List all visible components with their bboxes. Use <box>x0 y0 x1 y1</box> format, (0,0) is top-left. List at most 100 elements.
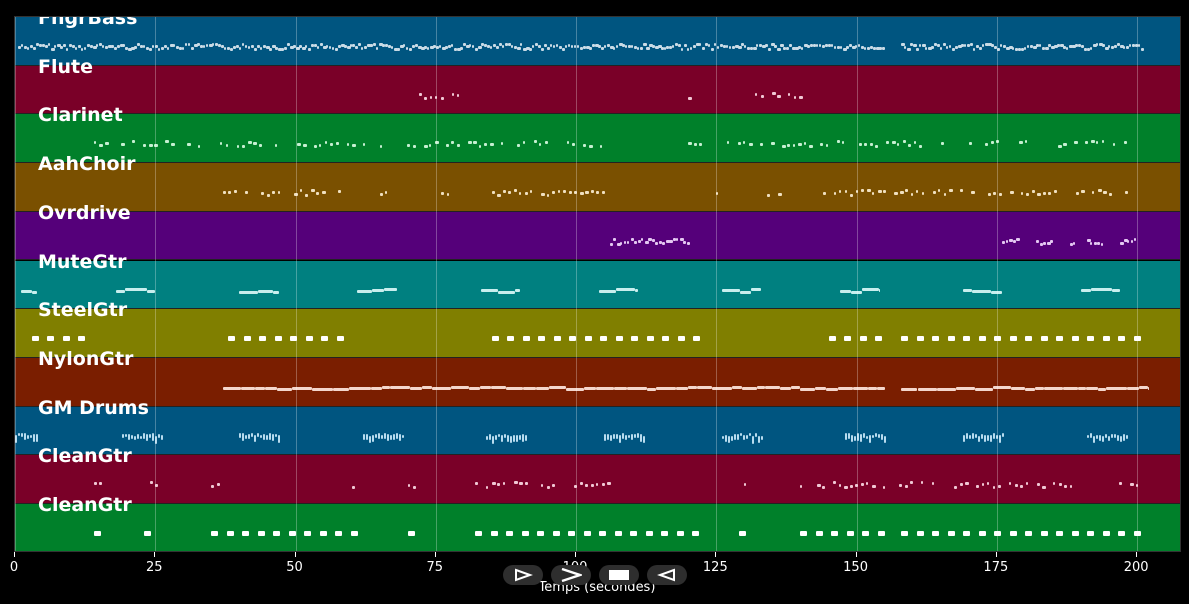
note <box>467 141 472 145</box>
note <box>746 47 750 50</box>
note <box>910 481 914 485</box>
note <box>148 48 152 51</box>
note <box>1091 287 1113 291</box>
note <box>1104 433 1107 438</box>
note <box>971 191 976 195</box>
play-button[interactable] <box>503 565 543 585</box>
note <box>145 433 148 441</box>
track-label: Clarinet <box>38 104 123 127</box>
grid-line <box>155 17 157 551</box>
note <box>776 48 781 51</box>
note <box>583 144 587 148</box>
note <box>881 433 884 440</box>
note <box>1027 45 1030 48</box>
note <box>157 48 160 51</box>
note <box>423 145 428 149</box>
note <box>656 386 677 390</box>
note <box>1063 386 1078 390</box>
note <box>375 47 378 50</box>
track-cleangtr-10 <box>15 504 1180 551</box>
note <box>854 45 857 48</box>
note <box>585 191 590 195</box>
note <box>335 531 343 536</box>
note <box>386 433 389 441</box>
note <box>257 432 260 437</box>
note <box>253 142 258 146</box>
note <box>692 45 696 48</box>
note <box>660 47 664 50</box>
note <box>533 140 537 144</box>
note <box>854 435 857 441</box>
note <box>844 190 847 194</box>
grid-line <box>15 17 16 551</box>
note <box>489 143 494 147</box>
note <box>800 531 808 536</box>
forward-button[interactable] <box>551 565 591 585</box>
note <box>127 433 130 440</box>
note <box>500 142 503 146</box>
note <box>833 46 836 49</box>
note <box>1090 140 1095 144</box>
note <box>1035 386 1044 390</box>
note <box>89 45 93 48</box>
note <box>244 191 248 195</box>
note <box>803 142 806 146</box>
note <box>958 45 963 48</box>
note <box>916 531 924 536</box>
note <box>1126 46 1130 49</box>
note <box>477 46 482 49</box>
note <box>862 531 870 536</box>
note <box>1036 44 1040 47</box>
note <box>949 189 954 193</box>
note <box>1075 44 1079 47</box>
rewind-button[interactable] <box>647 565 687 585</box>
note <box>637 239 641 243</box>
note <box>506 386 523 390</box>
note <box>878 433 881 438</box>
note <box>655 241 659 245</box>
note <box>954 486 958 490</box>
note <box>683 240 687 244</box>
note <box>222 191 226 195</box>
note <box>331 47 334 50</box>
note <box>146 289 156 293</box>
note <box>940 47 943 50</box>
note <box>262 45 266 48</box>
note <box>1085 386 1098 390</box>
note <box>302 144 307 148</box>
stop-button[interactable] <box>599 565 639 585</box>
note <box>891 141 896 145</box>
note <box>93 482 97 486</box>
note <box>145 47 149 50</box>
note <box>875 336 883 342</box>
note <box>265 46 270 49</box>
play-outline-icon <box>515 568 533 582</box>
x-tick-label: 75 <box>426 560 444 575</box>
note <box>833 481 837 485</box>
note <box>95 44 98 47</box>
note <box>273 290 279 294</box>
note <box>26 47 29 50</box>
note <box>223 47 226 50</box>
note <box>294 193 299 197</box>
note <box>737 142 741 146</box>
note <box>99 144 104 148</box>
note <box>457 93 460 97</box>
note <box>934 43 938 46</box>
track-flute-1 <box>15 65 1180 115</box>
note <box>1133 336 1141 342</box>
note <box>116 45 120 48</box>
note <box>395 432 398 439</box>
note <box>751 435 754 444</box>
note <box>676 531 684 536</box>
note <box>211 43 214 46</box>
note <box>1009 482 1012 486</box>
note <box>1120 45 1125 48</box>
note <box>414 44 418 47</box>
note <box>392 433 395 440</box>
note <box>238 47 241 50</box>
note <box>1132 44 1136 47</box>
note <box>242 432 245 441</box>
note <box>378 43 383 46</box>
note <box>922 44 927 47</box>
